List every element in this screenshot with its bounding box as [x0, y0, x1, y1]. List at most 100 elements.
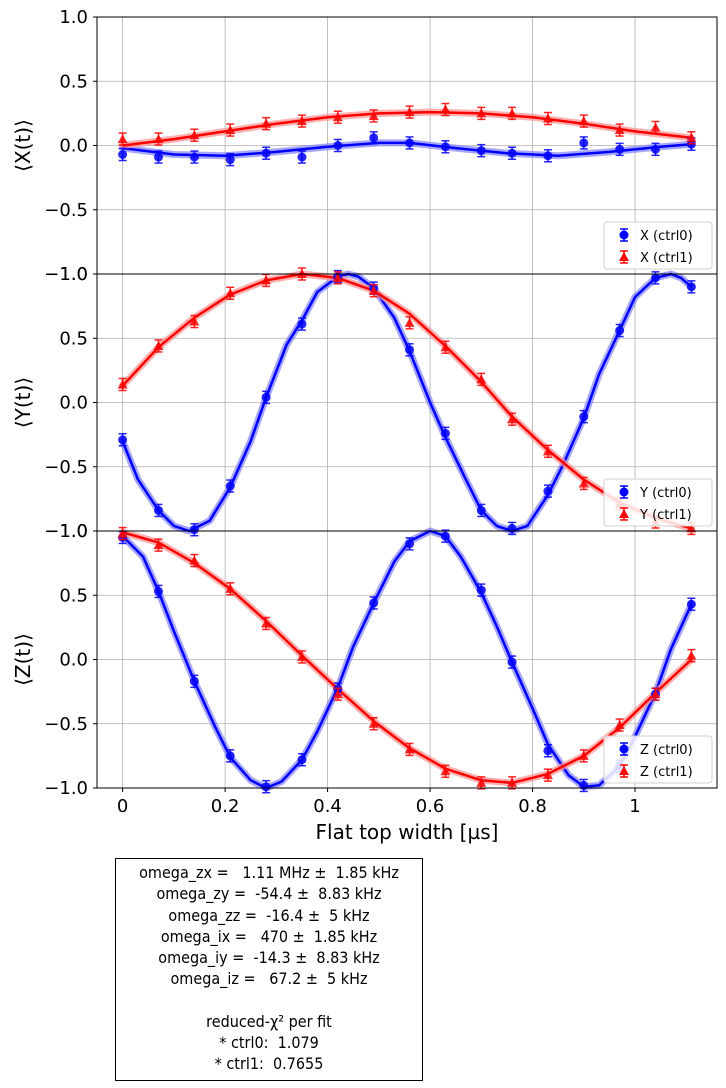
y-tick-label: −0.5 — [44, 457, 88, 478]
data-point — [440, 426, 450, 441]
data-point — [579, 136, 589, 150]
data-point — [476, 583, 486, 597]
data-point — [404, 742, 415, 757]
data-point — [542, 444, 553, 459]
x-tick-label: 0.2 — [211, 796, 240, 817]
legend: Z (ctrl0) Z (ctrl1) — [603, 735, 713, 784]
marker-circle — [651, 144, 661, 154]
data-point — [189, 150, 199, 164]
marker-triangle — [476, 777, 487, 787]
marker-triangle — [440, 342, 451, 352]
data-point — [296, 650, 307, 664]
data-point — [578, 749, 589, 763]
data-point — [261, 616, 272, 631]
legend-marker-triangle — [619, 509, 629, 518]
marker-triangle — [476, 374, 487, 384]
marker-triangle — [368, 110, 379, 120]
marker-circle — [369, 133, 379, 143]
data-point — [189, 314, 200, 329]
marker-triangle — [686, 523, 697, 533]
data-point — [369, 596, 379, 610]
data-point — [543, 484, 553, 498]
data-point — [542, 768, 553, 782]
marker-circle — [225, 751, 235, 761]
marker-circle — [543, 746, 553, 756]
marker-triangle — [542, 113, 553, 123]
marker-circle — [686, 599, 696, 609]
data-point — [614, 718, 625, 732]
data-point — [440, 102, 451, 117]
marker-circle — [651, 273, 661, 283]
data-point — [686, 280, 696, 294]
y-tick-label: 0.5 — [59, 585, 88, 606]
marker-triangle — [686, 650, 697, 660]
marker-triangle — [542, 770, 553, 780]
marker-circle — [153, 505, 163, 515]
data-point — [507, 146, 517, 160]
data-point — [404, 105, 415, 119]
data-point — [297, 150, 307, 164]
marker-circle — [153, 586, 163, 596]
marker-triangle — [404, 107, 415, 117]
marker-circle — [507, 657, 517, 667]
marker-circle — [615, 144, 625, 154]
legend-label: Y (ctrl1) — [639, 508, 692, 523]
data-point — [261, 116, 272, 131]
data-point — [476, 372, 487, 387]
marker-triangle — [189, 316, 200, 326]
data-point — [189, 553, 200, 568]
data-point — [614, 123, 625, 137]
data-point — [153, 538, 164, 552]
data-point — [296, 114, 307, 128]
data-point — [542, 111, 553, 126]
data-point — [686, 131, 697, 145]
x-tick-label: 0 — [117, 796, 128, 817]
marker-circle — [118, 435, 128, 445]
y-tick-label: 0.0 — [59, 650, 88, 671]
data-point — [261, 779, 271, 794]
data-point — [507, 655, 517, 669]
data-point — [117, 377, 128, 392]
y-tick-label: −1.0 — [44, 521, 88, 542]
marker-circle — [369, 598, 379, 608]
y-tick-label: −0.5 — [44, 714, 88, 735]
marker-triangle — [261, 618, 272, 628]
data-point — [405, 136, 415, 150]
marker-triangle — [507, 108, 518, 118]
y-tick-label: −1.0 — [44, 778, 88, 799]
y-tick-label: 0.0 — [59, 393, 88, 414]
y-axis-label: ⟨Z(t)⟩ — [11, 633, 35, 686]
x-tick-label: 0.8 — [518, 796, 547, 817]
data-point — [333, 138, 343, 153]
marker-triangle — [578, 478, 589, 488]
marker-circle — [333, 141, 343, 150]
marker-triangle — [368, 718, 379, 728]
legend-label: Z (ctrl1) — [640, 765, 693, 780]
data-point — [507, 412, 518, 426]
marker-circle — [297, 152, 307, 162]
y-tick-label: 1.0 — [59, 7, 88, 28]
marker-circle — [189, 525, 199, 535]
marker-triangle — [578, 116, 589, 126]
data-point — [543, 743, 553, 758]
y-tick-label: 0.5 — [59, 71, 88, 92]
data-point — [440, 764, 451, 779]
marker-triangle — [542, 446, 553, 456]
data-point — [153, 150, 163, 164]
marker-circle — [440, 428, 450, 438]
marker-circle — [118, 149, 128, 159]
marker-triangle — [440, 766, 451, 776]
x-tick-label: 0.6 — [416, 796, 445, 817]
y-axis-label: ⟨X(t)⟩ — [11, 119, 35, 172]
marker-triangle — [296, 116, 307, 126]
marker-circle — [476, 505, 486, 515]
marker-triangle — [117, 134, 128, 144]
data-point — [332, 110, 343, 124]
marker-triangle — [404, 744, 415, 754]
fit-curve — [121, 272, 692, 530]
data-point — [225, 582, 236, 596]
marker-triangle — [404, 317, 415, 327]
legend-label: Y (ctrl0) — [639, 486, 692, 501]
marker-circle — [225, 481, 235, 491]
fit-parameters-box: omega_zx = 1.11 MHz ± 1.85 kHz omega_zy … — [115, 858, 423, 1081]
